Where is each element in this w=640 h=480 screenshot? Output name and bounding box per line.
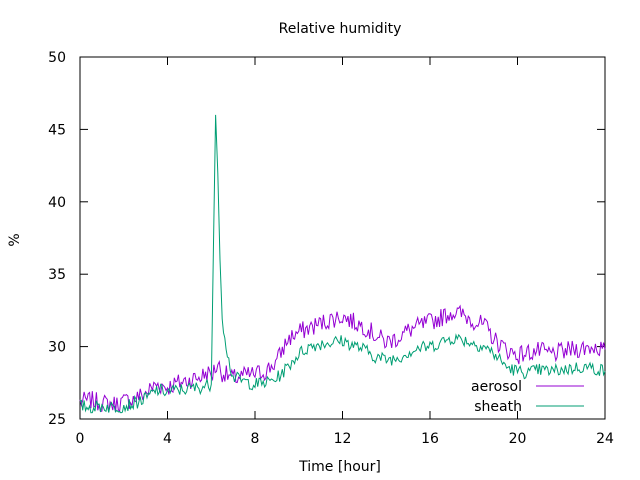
x-tick-label: 16 bbox=[421, 431, 439, 447]
x-tick-label: 4 bbox=[163, 431, 172, 447]
y-axis-label: % bbox=[7, 233, 23, 246]
y-tick-label: 30 bbox=[48, 340, 66, 356]
legend: aerosol sheath bbox=[471, 379, 584, 415]
legend-label-aerosol: aerosol bbox=[471, 379, 522, 395]
axis-ticks: 0 4 8 12 16 20 24 25 30 35 40 45 50 bbox=[48, 50, 614, 447]
chart-title: Relative humidity bbox=[279, 21, 402, 37]
legend-label-sheath: sheath bbox=[474, 399, 522, 415]
series-line-sheath bbox=[79, 114, 606, 414]
y-tick-label: 25 bbox=[48, 412, 66, 428]
series-line-aerosol bbox=[79, 304, 606, 414]
x-axis-label: Time [hour] bbox=[298, 459, 381, 475]
x-tick-label: 8 bbox=[251, 431, 260, 447]
x-tick-label: 24 bbox=[596, 431, 614, 447]
x-tick-label: 0 bbox=[76, 431, 85, 447]
y-tick-label: 35 bbox=[48, 267, 66, 283]
plot-frame bbox=[79, 56, 606, 420]
y-tick-label: 50 bbox=[48, 50, 66, 66]
x-tick-label: 12 bbox=[334, 431, 352, 447]
y-tick-label: 45 bbox=[48, 122, 66, 138]
series-lines bbox=[79, 114, 606, 414]
y-tick-label: 40 bbox=[48, 195, 66, 211]
x-tick-label: 20 bbox=[509, 431, 527, 447]
